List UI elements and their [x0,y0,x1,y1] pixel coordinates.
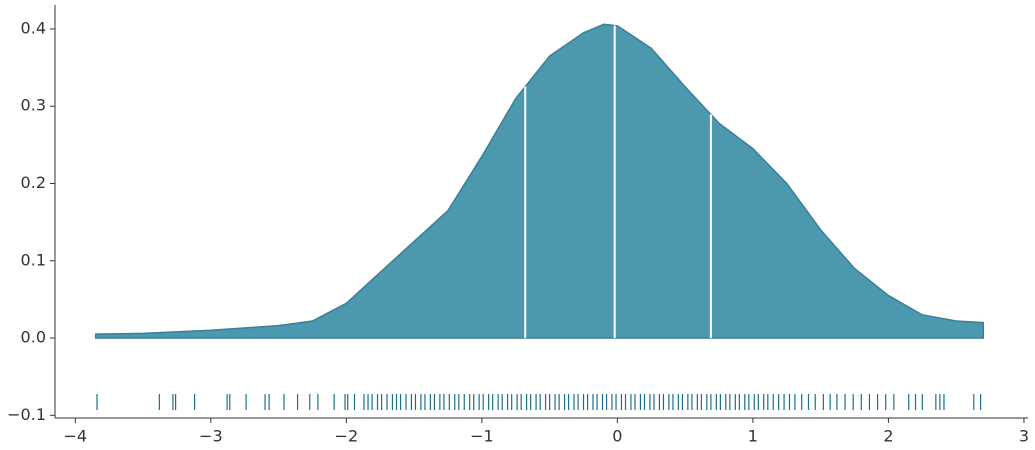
y-tick-label: −0.1 [7,405,46,424]
y-tick-label: 0.4 [21,18,46,37]
x-tick-label: −4 [64,427,88,446]
y-tick-label: 0.0 [21,328,46,347]
x-tick-label: −3 [199,427,223,446]
x-tick-label: −1 [470,427,494,446]
x-tick-label: 2 [883,427,893,446]
density-area [94,23,985,339]
x-tick-label: 0 [612,427,622,446]
y-tick-label: 0.1 [21,250,46,269]
y-tick-label: 0.3 [21,96,46,115]
x-tick-label: −2 [335,427,359,446]
x-tick-label: 1 [748,427,758,446]
y-tick-label: 0.2 [21,173,46,192]
x-tick-label: 3 [1019,427,1029,446]
